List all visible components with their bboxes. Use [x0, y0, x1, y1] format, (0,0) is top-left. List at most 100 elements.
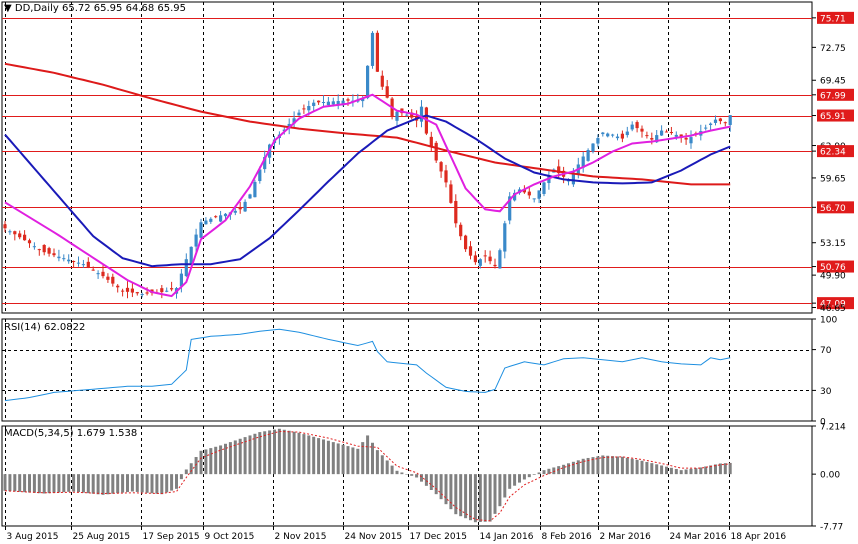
candle-bear — [23, 234, 27, 241]
candle-bull — [341, 100, 345, 106]
candle-bull — [601, 132, 605, 135]
macd-histogram-bar — [282, 429, 286, 475]
x-tick-label: 24 Nov 2015 — [345, 532, 403, 542]
macd-histogram-bar — [243, 437, 247, 475]
candle-bear — [464, 235, 468, 250]
candle-bear — [468, 246, 473, 256]
macd-histogram-bar — [371, 442, 374, 475]
candle-bull — [243, 201, 247, 212]
macd-histogram-bar — [287, 430, 291, 475]
candle-bull — [223, 213, 228, 217]
macd-histogram-bar — [532, 474, 536, 475]
candle-bull — [478, 259, 482, 266]
macd-histogram-bar — [410, 474, 414, 476]
macd-histogram-bar — [96, 474, 100, 495]
candle-bull — [366, 65, 370, 99]
candle-bull — [625, 131, 629, 136]
candle-bull — [630, 124, 634, 130]
candle-bull — [547, 175, 551, 184]
candle-bear — [101, 271, 105, 277]
macd-histogram-bar — [665, 466, 668, 475]
macd-histogram-bar — [130, 474, 134, 492]
candle-bear — [302, 108, 306, 110]
candle-bear — [125, 287, 130, 292]
x-tick-label: 17 Sep 2015 — [143, 532, 200, 542]
macd-histogram-bar — [640, 460, 644, 475]
macd-histogram-bar — [263, 431, 267, 475]
macd-histogram-bar — [101, 474, 105, 495]
candle-bull — [508, 196, 512, 221]
macd-histogram-bar — [72, 474, 76, 492]
macd-histogram-bar — [518, 474, 521, 483]
macd-histogram-bar — [277, 428, 281, 475]
candle-bear — [130, 288, 134, 293]
rsi-panel-title: RSI(14) 62.0822 — [4, 322, 86, 333]
macd-histogram-bar — [498, 474, 502, 507]
macd-histogram-bar — [424, 474, 428, 486]
macd-histogram-bar — [684, 469, 688, 475]
macd-histogram-bar — [562, 464, 566, 475]
candle-bear — [488, 256, 492, 262]
x-tick-label: 2 Mar 2016 — [600, 532, 652, 542]
candle-bull — [62, 258, 66, 260]
macd-histogram-bar — [184, 469, 188, 475]
macd-histogram-bar — [189, 463, 193, 475]
macd-histogram-bar — [645, 461, 649, 475]
candle-bear — [444, 170, 448, 183]
macd-histogram-bar — [567, 463, 570, 475]
candle-bear — [385, 86, 389, 98]
candle-bull — [370, 32, 375, 66]
macd-histogram-bar — [179, 474, 183, 480]
macd-histogram-bar — [140, 474, 144, 493]
macd-histogram-bar — [317, 438, 321, 475]
macd-histogram-bar — [361, 442, 365, 475]
candle-bull — [67, 259, 71, 262]
candle-bear — [238, 206, 242, 210]
price-pane-frame — [1, 1, 813, 314]
macd-histogram-bar — [380, 455, 384, 475]
macd-histogram-bar — [346, 446, 350, 475]
candle-bull — [189, 246, 193, 264]
macd-histogram-bar — [57, 474, 61, 493]
macd-histogram-bar — [625, 457, 629, 475]
x-tick-label: 17 Dec 2015 — [410, 532, 468, 542]
macd-histogram-bar — [258, 432, 262, 475]
macd-histogram-bar — [13, 474, 17, 492]
macd-histogram-bar — [175, 474, 178, 489]
candle-bear — [116, 285, 120, 288]
candle-bull — [194, 234, 198, 247]
candle-bear — [434, 142, 438, 161]
macd-histogram-bar — [527, 474, 531, 478]
candle-bull — [263, 157, 267, 170]
candle-bull — [689, 137, 693, 144]
macd-histogram-bar — [454, 474, 458, 515]
price-level-label: 65.91 — [820, 112, 846, 122]
macd-histogram-bar — [228, 442, 232, 475]
macd-histogram-bar — [439, 474, 443, 500]
candle-bear — [145, 292, 149, 294]
macd-histogram-bar — [111, 474, 115, 494]
macd-histogram-bar — [170, 474, 174, 491]
x-tick-label: 18 Apr 2016 — [731, 532, 787, 542]
candle-bear — [37, 249, 41, 251]
macd-histogram-bar — [473, 474, 477, 523]
candle-bear — [679, 134, 683, 138]
macd-histogram-bar — [322, 439, 325, 475]
price-tick-label: 46.65 — [820, 304, 846, 314]
macd-histogram-bar — [493, 474, 497, 514]
candle-bear — [18, 233, 22, 238]
macd-histogram-bar — [728, 462, 732, 475]
macd-histogram-bar — [336, 443, 340, 475]
macd-histogram-bar — [209, 448, 213, 475]
macd-histogram-bar — [62, 474, 66, 493]
candle-bear — [522, 189, 526, 193]
macd-histogram-bar — [47, 474, 51, 494]
candle-bull — [571, 172, 575, 185]
macd-signal-line — [4, 430, 731, 522]
candle-bear — [375, 32, 379, 72]
macd-histogram-bar — [689, 468, 693, 475]
macd-histogram-bar — [67, 474, 71, 492]
macd-histogram-bar — [292, 431, 296, 475]
candle-bear — [473, 255, 477, 263]
